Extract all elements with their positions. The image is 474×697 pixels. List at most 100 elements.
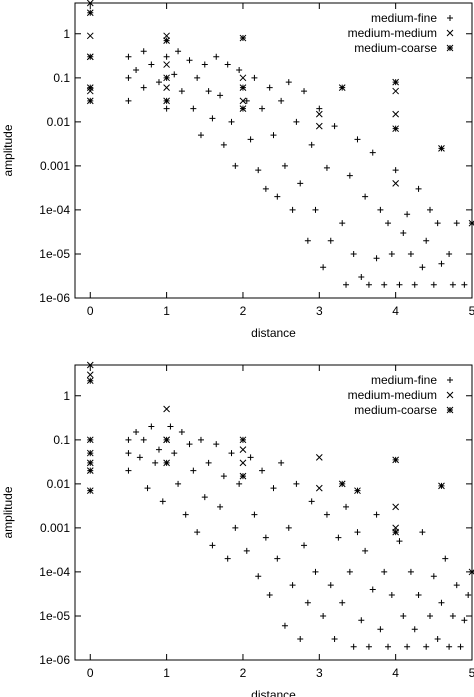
data-point-plus	[205, 88, 212, 95]
data-point-plus	[415, 185, 422, 192]
data-point-plus	[427, 612, 434, 619]
data-point-star	[338, 84, 346, 91]
data-point-plus	[159, 498, 166, 505]
chart-panel-1: 0 1 2 3 4 5 1 0.1 0.01 0.001 1e-04 1e-05 1e-06 distan…	[1, 0, 474, 340]
x-tick-label: 3	[316, 304, 323, 318]
data-point-plus	[190, 467, 197, 474]
data-point-plus	[182, 511, 189, 518]
plot-frame	[74, 364, 473, 661]
data-point-cross	[86, 32, 94, 40]
data-point-cross	[239, 459, 247, 467]
data-point-plus	[289, 582, 296, 589]
plot-frame	[74, 2, 473, 299]
data-point-plus	[259, 467, 266, 474]
x-tick-label: 2	[240, 666, 247, 680]
data-point-plus	[247, 136, 254, 143]
data-point-plus	[453, 220, 460, 227]
data-point-plus	[446, 250, 453, 257]
data-point-plus	[396, 281, 403, 288]
data-point-plus	[217, 92, 224, 99]
data-point-plus	[228, 450, 235, 457]
data-point-plus	[392, 167, 399, 174]
data-point-plus	[297, 180, 304, 187]
data-point-plus	[140, 84, 147, 91]
data-point-plus	[388, 250, 395, 257]
data-point-star	[392, 125, 400, 133]
x-tick-label: 0	[87, 304, 94, 318]
data-point-star	[392, 528, 400, 536]
data-point-star	[468, 219, 474, 227]
data-point-plus	[385, 643, 392, 650]
data-point-plus	[346, 172, 353, 179]
data-point-star	[392, 456, 400, 464]
data-point-plus	[423, 237, 430, 244]
data-point-plus	[304, 599, 311, 606]
data-point-plus	[323, 164, 330, 171]
data-point-cross	[163, 32, 170, 40]
data-point-star	[468, 568, 474, 576]
y-tick-label: 1e-04	[39, 203, 70, 217]
data-point-star	[163, 37, 170, 44]
data-point-cross	[392, 110, 400, 118]
data-point-plus	[228, 118, 235, 125]
data-point-plus	[236, 67, 243, 74]
data-point-plus	[362, 547, 369, 554]
legend-label: medium-fine	[371, 373, 437, 387]
data-point-plus	[320, 264, 327, 271]
data-point-plus	[213, 441, 220, 448]
data-point-star	[239, 34, 247, 42]
legend-marker-plus	[447, 377, 453, 383]
data-point-plus	[163, 53, 170, 60]
data-point-plus	[438, 260, 445, 267]
data-point-star	[86, 377, 94, 385]
data-point-cross	[315, 110, 323, 118]
x-tick-label: 4	[392, 666, 399, 680]
data-point-plus	[125, 53, 132, 60]
data-point-plus	[220, 473, 227, 480]
y-tick-label: 0.001	[40, 159, 70, 173]
data-point-star	[438, 482, 445, 490]
data-point-plus	[430, 573, 437, 580]
y-tick-label: 1e-05	[39, 247, 70, 261]
data-point-plus	[369, 586, 376, 593]
data-point-plus	[316, 105, 323, 112]
data-point-plus	[312, 568, 319, 575]
data-point-cross	[239, 97, 247, 105]
data-point-plus	[411, 281, 418, 288]
data-point-star	[163, 74, 170, 82]
legend-label: medium-coarse	[354, 41, 437, 55]
data-point-cross	[163, 84, 170, 91]
data-point-star	[392, 78, 400, 86]
data-point-plus	[434, 635, 441, 642]
data-point-plus	[197, 436, 204, 443]
y-tick-label: 0.1	[53, 71, 70, 85]
data-point-plus	[308, 498, 315, 505]
series-medium-medium	[86, 0, 400, 187]
data-point-plus	[377, 206, 384, 213]
y-axis-label: amplitude	[1, 486, 15, 538]
data-point-plus	[144, 485, 151, 492]
data-point-plus	[125, 97, 132, 104]
y-tick-label: 0.01	[47, 477, 71, 491]
data-point-plus	[209, 115, 216, 122]
x-axis-label: distance	[251, 688, 296, 697]
y-tick-label: 0.1	[53, 433, 70, 447]
x-tick-label: 1	[163, 666, 170, 680]
data-point-plus	[281, 162, 288, 169]
x-tick-label: 0	[87, 666, 94, 680]
data-point-plus	[381, 568, 388, 575]
data-point-plus	[201, 494, 208, 501]
data-point-plus	[301, 542, 308, 549]
data-point-plus	[461, 281, 468, 288]
data-point-plus	[186, 441, 193, 448]
x-tick-label: 5	[469, 304, 474, 318]
data-point-star	[438, 145, 445, 152]
data-point-plus	[407, 568, 414, 575]
data-point-plus	[251, 511, 258, 518]
data-point-cross	[86, 0, 94, 7]
data-point-plus	[339, 599, 346, 606]
data-point-plus	[293, 480, 300, 487]
data-point-plus	[278, 97, 285, 104]
data-point-plus	[175, 480, 182, 487]
data-point-plus	[209, 542, 216, 549]
